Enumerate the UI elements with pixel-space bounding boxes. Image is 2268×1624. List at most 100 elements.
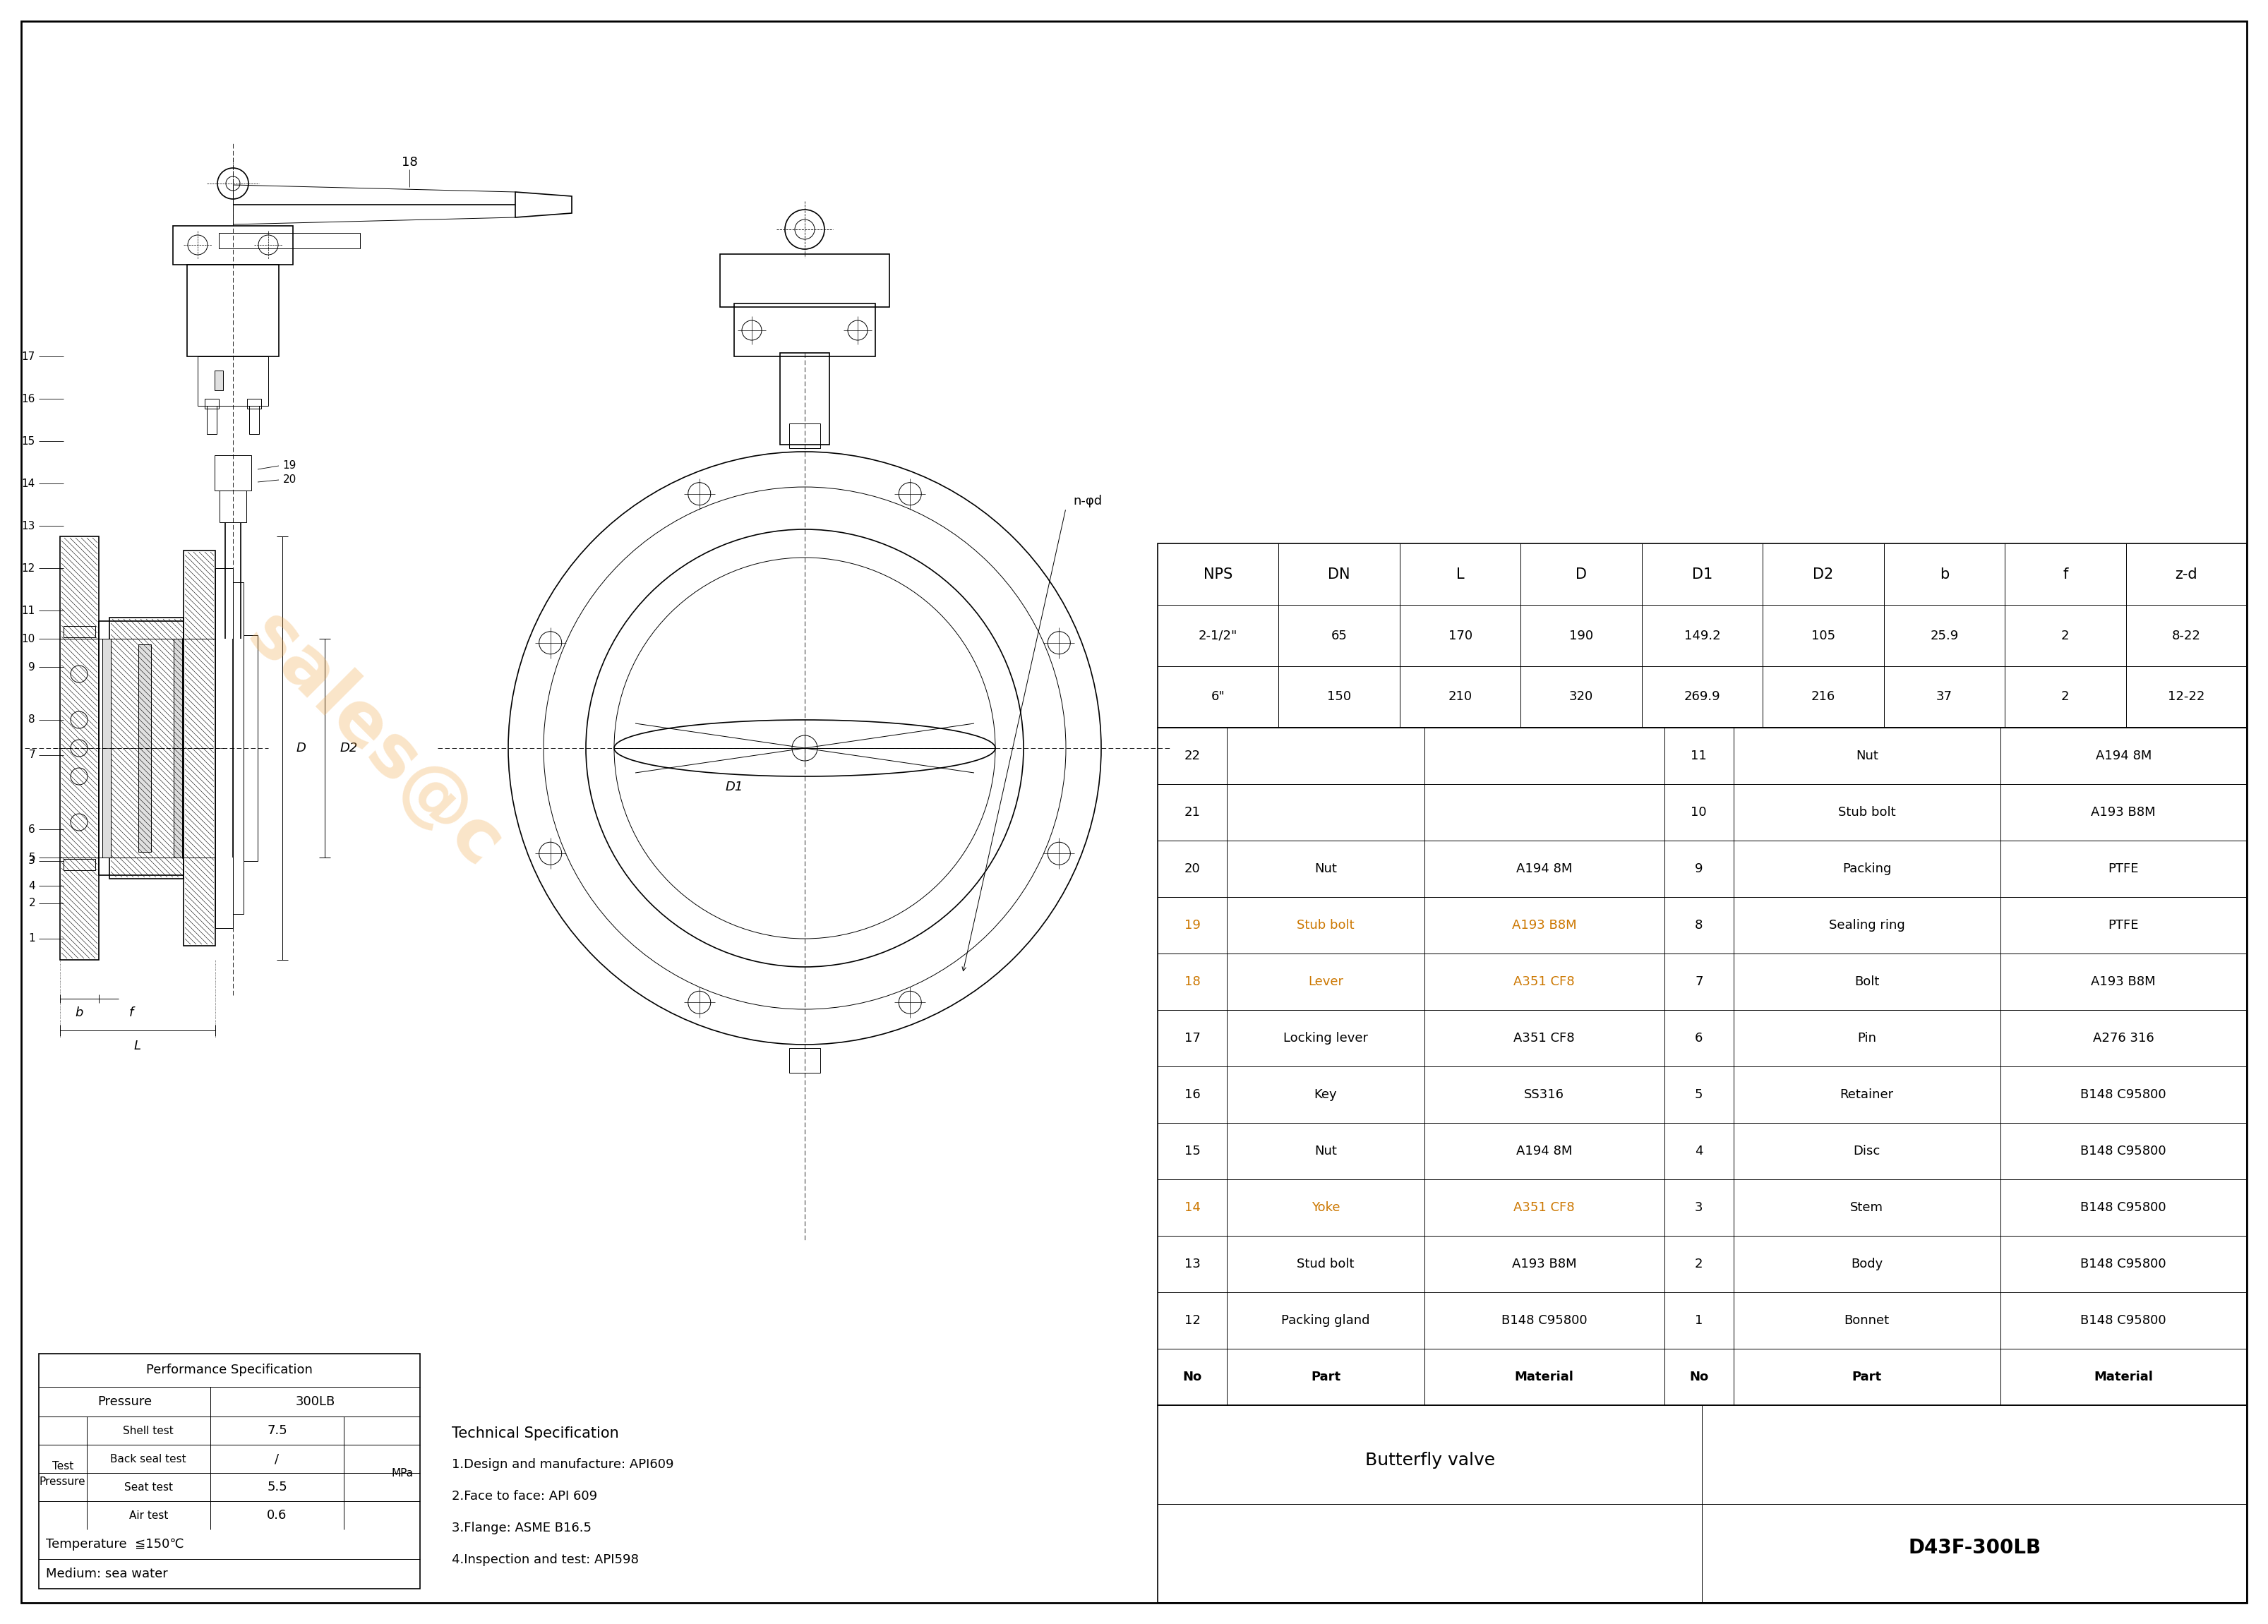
Text: D: D	[1576, 567, 1588, 581]
Text: 15: 15	[1184, 1145, 1200, 1158]
Text: Pin: Pin	[1857, 1031, 1876, 1044]
Text: 8-22: 8-22	[2173, 628, 2200, 641]
Text: 8: 8	[29, 715, 36, 726]
Text: 12: 12	[1184, 1314, 1200, 1327]
Text: 6: 6	[29, 823, 36, 835]
Text: A194 8M: A194 8M	[1517, 1145, 1572, 1158]
Text: Pressure: Pressure	[39, 1476, 86, 1486]
Text: A276 316: A276 316	[2093, 1031, 2155, 1044]
Text: Material: Material	[2093, 1371, 2152, 1384]
Text: 9: 9	[1694, 862, 1703, 875]
Text: 14: 14	[23, 477, 36, 489]
Text: SS316: SS316	[1524, 1088, 1565, 1101]
Text: A351 CF8: A351 CF8	[1513, 1202, 1574, 1215]
Text: 3.Flange: ASME B16.5: 3.Flange: ASME B16.5	[451, 1522, 592, 1535]
Text: 25.9: 25.9	[1930, 628, 1960, 641]
Bar	[234, 583, 243, 914]
Text: 4: 4	[1694, 1145, 1703, 1158]
Text: A193 B8M: A193 B8M	[1513, 919, 1576, 932]
Text: 7: 7	[29, 750, 36, 760]
Text: A351 CF8: A351 CF8	[1513, 1031, 1574, 1044]
Text: B148 C95800: B148 C95800	[2080, 1257, 2166, 1270]
Text: Retainer: Retainer	[1839, 1088, 1894, 1101]
Text: Back seal test: Back seal test	[111, 1453, 186, 1465]
Text: 9: 9	[29, 661, 36, 672]
Text: D1: D1	[726, 781, 744, 793]
Text: Pressure: Pressure	[98, 1395, 152, 1408]
Text: Bolt: Bolt	[1855, 976, 1880, 987]
Text: 12-22: 12-22	[2168, 690, 2204, 703]
Text: 13: 13	[23, 521, 36, 531]
Text: D2: D2	[1812, 567, 1833, 581]
Bar	[247, 400, 261, 409]
Text: 17: 17	[1184, 1031, 1200, 1044]
Text: A193 B8M: A193 B8M	[1513, 1257, 1576, 1270]
Text: 17: 17	[23, 351, 36, 362]
Text: Medium: sea water: Medium: sea water	[45, 1567, 168, 1580]
Text: Nut: Nut	[1315, 1145, 1336, 1158]
Text: 65: 65	[1331, 628, 1347, 641]
Text: B148 C95800: B148 C95800	[2080, 1202, 2166, 1215]
Text: 3: 3	[29, 856, 36, 866]
Text: 16: 16	[1184, 1088, 1200, 1101]
Text: No: No	[1182, 1371, 1202, 1384]
Text: Nut: Nut	[1315, 862, 1336, 875]
Text: 18: 18	[1184, 976, 1200, 987]
Bar	[138, 645, 152, 853]
Bar	[1157, 544, 2248, 728]
Text: Butterfly valve: Butterfly valve	[1365, 1452, 1495, 1470]
Bar	[789, 424, 821, 448]
Text: Nut: Nut	[1855, 750, 1878, 762]
Text: 7: 7	[1694, 976, 1703, 987]
Text: 210: 210	[1449, 690, 1472, 703]
Text: 300LB: 300LB	[295, 1395, 336, 1408]
Text: Disc: Disc	[1853, 1145, 1880, 1158]
Bar	[64, 859, 95, 870]
Text: 2: 2	[29, 898, 36, 909]
Bar	[39, 1354, 420, 1588]
Text: D: D	[297, 742, 306, 755]
Text: Stub bolt: Stub bolt	[1297, 919, 1354, 932]
Bar	[735, 304, 875, 356]
Text: Part: Part	[1311, 1371, 1340, 1384]
Text: No: No	[1690, 1371, 1708, 1384]
Text: A194 8M: A194 8M	[1517, 862, 1572, 875]
Bar	[204, 400, 218, 409]
Text: 105: 105	[1812, 628, 1835, 641]
Text: Body: Body	[1851, 1257, 1882, 1270]
Text: 20: 20	[1184, 862, 1200, 875]
Text: 216: 216	[1812, 690, 1835, 703]
Bar	[1157, 1405, 2248, 1603]
Text: Test: Test	[52, 1460, 73, 1471]
Text: 19: 19	[1184, 919, 1200, 932]
Text: 320: 320	[1569, 690, 1594, 703]
Text: Sealing ring: Sealing ring	[1828, 919, 1905, 932]
Text: 170: 170	[1449, 628, 1472, 641]
Text: B148 C95800: B148 C95800	[2080, 1088, 2166, 1101]
Bar	[1157, 728, 2248, 1405]
Text: 13: 13	[1184, 1257, 1200, 1270]
Bar	[175, 638, 181, 857]
Text: z-d: z-d	[2175, 567, 2198, 581]
Text: b: b	[75, 1007, 84, 1020]
Text: 150: 150	[1327, 690, 1352, 703]
Text: A193 B8M: A193 B8M	[2091, 976, 2157, 987]
Text: PTFE: PTFE	[2109, 919, 2139, 932]
Bar	[172, 226, 293, 265]
Text: Air test: Air test	[129, 1510, 168, 1520]
Bar	[206, 406, 218, 434]
Bar	[215, 455, 252, 490]
Text: Stud bolt: Stud bolt	[1297, 1257, 1354, 1270]
Text: 21: 21	[1184, 806, 1200, 818]
Text: 2: 2	[2062, 690, 2068, 703]
Text: 7.5: 7.5	[268, 1424, 288, 1437]
Text: 190: 190	[1569, 628, 1592, 641]
Text: 5: 5	[1694, 1088, 1703, 1101]
Text: sales@c: sales@c	[234, 599, 515, 882]
Text: 2: 2	[2062, 628, 2068, 641]
Bar	[220, 490, 247, 523]
Text: A351 CF8: A351 CF8	[1513, 976, 1574, 987]
Text: D1: D1	[1692, 567, 1712, 581]
Text: A194 8M: A194 8M	[2096, 750, 2152, 762]
Text: b: b	[1939, 567, 1948, 581]
